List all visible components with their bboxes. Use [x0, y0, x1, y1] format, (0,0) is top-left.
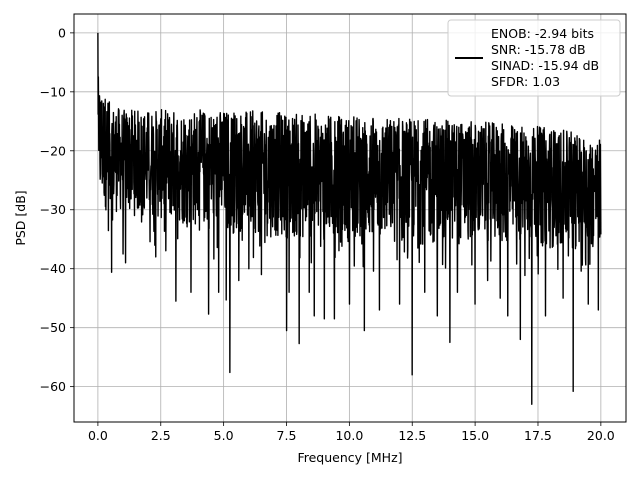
legend-line-text: SINAD: -15.94 dB: [491, 58, 599, 73]
legend-line-text: SFDR: 1.03: [491, 74, 560, 89]
y-tick-label: −50: [40, 320, 66, 335]
x-tick-label: 2.5: [151, 428, 171, 443]
x-tick-label: 15.0: [461, 428, 489, 443]
legend: ENOB: -2.94 bits SNR: -15.78 dB SINAD: -15…: [447, 19, 621, 97]
axes-frame: [73, 13, 627, 423]
series-area: [97, 32, 602, 406]
x-tick-label: 10.0: [335, 428, 363, 443]
psd-line: [97, 32, 602, 406]
y-tick-label: 0: [58, 25, 66, 40]
y-tick-label: −20: [40, 143, 66, 158]
ticks: 0.0 2.5 5.0 7.5 10.0 12.5 15.0 17.5 20.0 0 −10 −20 −…: [40, 25, 615, 443]
legend-line-text: ENOB: -2.94 bits: [491, 26, 594, 41]
legend-box: [447, 19, 621, 97]
legend-label: ENOB: -2.94 bits SNR: -15.78 dB SINAD: -15…: [491, 26, 599, 89]
x-axis-label: Frequency [MHz]: [297, 450, 402, 465]
y-axis-label: PSD [dB]: [13, 190, 28, 245]
y-tick-label: −60: [40, 379, 66, 394]
x-tick-label: 17.5: [524, 428, 552, 443]
x-tick-label: 7.5: [277, 428, 297, 443]
x-tick-label: 0.0: [88, 428, 108, 443]
y-tick-label: −10: [40, 84, 66, 99]
x-tick-label: 5.0: [214, 428, 234, 443]
y-tick-label: −40: [40, 261, 66, 276]
x-tick-label: 20.0: [587, 428, 615, 443]
y-tick-label: −30: [40, 202, 66, 217]
x-tick-label: 12.5: [398, 428, 426, 443]
legend-line-text: SNR: -15.78 dB: [491, 42, 586, 57]
